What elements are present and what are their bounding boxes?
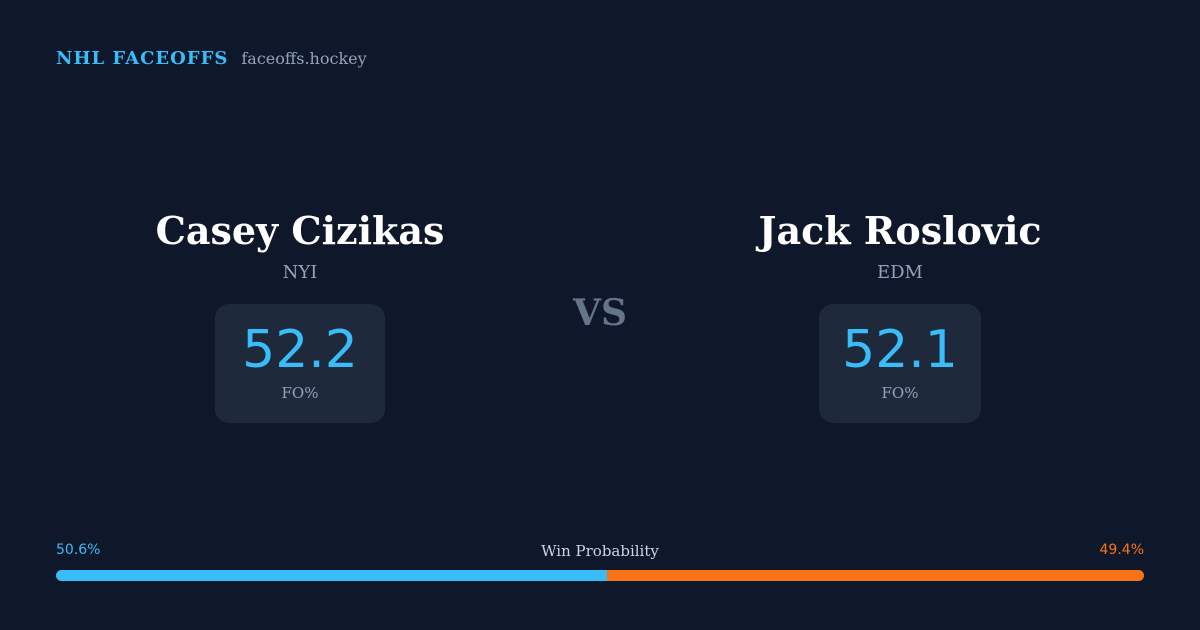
win-probability-labels: 50.6% Win Probability 49.4%: [56, 542, 1144, 564]
vs-separator: VS: [573, 292, 627, 334]
faceoff-percentage-label: FO%: [881, 384, 919, 402]
player-card-left: Casey Cizikas NYI 52.2 FO%: [100, 205, 500, 423]
win-probability-bar: [56, 570, 1144, 581]
faceoff-percentage-value: 52.1: [842, 320, 958, 380]
faceoff-percentage-label: FO%: [281, 384, 319, 402]
win-probability-bar-left: [56, 570, 607, 581]
win-probability-bar-right: [606, 570, 1144, 581]
win-probability-title: Win Probability: [541, 542, 659, 560]
player-name: Jack Roslovic: [758, 208, 1042, 253]
player-card-right: Jack Roslovic EDM 52.1 FO%: [700, 205, 1100, 423]
brand-domain[interactable]: faceoffs.hockey: [241, 49, 367, 68]
player-name: Casey Cizikas: [155, 208, 445, 253]
player-team: NYI: [282, 262, 318, 283]
win-probability-left: 50.6%: [56, 542, 101, 558]
player-team: EDM: [876, 262, 923, 283]
brand-header: NHL FACEOFFS faceoffs.hockey: [56, 48, 367, 69]
faceoff-stat-box: 52.2 FO%: [215, 304, 385, 423]
brand-title[interactable]: NHL FACEOFFS: [56, 48, 229, 69]
win-probability-right: 49.4%: [1099, 542, 1144, 558]
faceoff-percentage-value: 52.2: [242, 320, 358, 380]
faceoff-stat-box: 52.1 FO%: [819, 304, 981, 423]
